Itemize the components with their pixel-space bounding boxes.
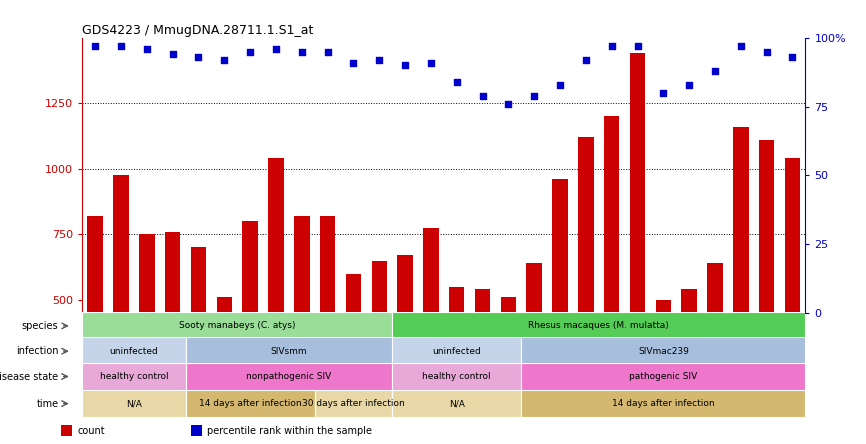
Bar	[630, 53, 645, 431]
Bar	[165, 232, 180, 431]
Point	[346, 59, 360, 66]
Point	[191, 53, 205, 60]
Bar	[82, 363, 185, 390]
Bar	[82, 390, 185, 417]
Bar	[397, 255, 413, 431]
Point	[604, 43, 618, 50]
Bar	[604, 116, 619, 431]
Bar	[314, 390, 392, 417]
Bar	[392, 390, 521, 417]
Bar	[185, 390, 314, 417]
Bar	[501, 297, 516, 431]
Point	[165, 51, 179, 58]
Bar	[113, 175, 129, 431]
Bar	[82, 337, 185, 365]
Point	[372, 56, 386, 63]
Bar	[82, 312, 392, 340]
Point	[579, 56, 593, 63]
Bar	[553, 179, 568, 431]
Point	[475, 92, 489, 99]
Text: disease state: disease state	[0, 372, 58, 381]
Text: Rhesus macaques (M. mulatta): Rhesus macaques (M. mulatta)	[528, 321, 669, 330]
Point	[114, 43, 128, 50]
Bar	[61, 425, 73, 436]
Bar	[449, 287, 464, 431]
Bar	[521, 390, 805, 417]
Bar	[392, 337, 521, 365]
Point	[88, 43, 102, 50]
Bar	[475, 289, 490, 431]
Bar	[527, 263, 542, 431]
Bar	[268, 159, 284, 431]
Point	[398, 62, 412, 69]
Text: species: species	[22, 321, 58, 331]
Point	[785, 53, 799, 60]
Bar	[521, 363, 805, 390]
Bar	[87, 216, 103, 431]
Bar	[656, 300, 671, 431]
Point	[630, 43, 644, 50]
Point	[424, 59, 438, 66]
Point	[140, 45, 154, 52]
Point	[294, 48, 308, 55]
Bar	[185, 363, 392, 390]
Bar	[423, 228, 439, 431]
Text: healthy control: healthy control	[423, 372, 491, 381]
Bar	[785, 159, 800, 431]
Point	[553, 81, 567, 88]
Bar	[759, 140, 774, 431]
Point	[449, 78, 463, 85]
Bar	[346, 274, 361, 431]
Point	[527, 92, 541, 99]
Bar	[682, 289, 697, 431]
Bar	[242, 221, 258, 431]
Text: 14 days after infection: 14 days after infection	[199, 399, 301, 408]
Point	[682, 81, 696, 88]
Text: SIVsmm: SIVsmm	[270, 347, 307, 356]
Bar	[708, 263, 723, 431]
Bar	[216, 297, 232, 431]
Point	[320, 48, 334, 55]
Text: healthy control: healthy control	[100, 372, 168, 381]
Bar	[320, 216, 335, 431]
Text: 14 days after infection: 14 days after infection	[612, 399, 714, 408]
Bar	[185, 337, 392, 365]
Text: uninfected: uninfected	[109, 347, 158, 356]
Text: nonpathogenic SIV: nonpathogenic SIV	[246, 372, 332, 381]
Point	[243, 48, 257, 55]
Bar	[372, 261, 387, 431]
Text: N/A: N/A	[126, 399, 142, 408]
Point	[759, 48, 773, 55]
Text: uninfected: uninfected	[432, 347, 481, 356]
Bar	[392, 363, 521, 390]
Bar	[191, 247, 206, 431]
Text: N/A: N/A	[449, 399, 465, 408]
Text: 30 days after infection: 30 days after infection	[302, 399, 404, 408]
Text: percentile rank within the sample: percentile rank within the sample	[207, 426, 372, 436]
Point	[269, 45, 283, 52]
Text: GDS4223 / MmugDNA.28711.1.S1_at: GDS4223 / MmugDNA.28711.1.S1_at	[82, 24, 313, 36]
Bar	[392, 312, 805, 340]
Text: time: time	[36, 399, 58, 408]
Point	[217, 56, 231, 63]
Point	[501, 100, 515, 107]
Text: Sooty manabeys (C. atys): Sooty manabeys (C. atys)	[179, 321, 295, 330]
Bar	[139, 234, 155, 431]
Text: infection: infection	[16, 346, 58, 356]
Point	[734, 43, 747, 50]
Point	[708, 67, 722, 74]
Bar	[733, 127, 748, 431]
Point	[656, 89, 670, 96]
Bar	[191, 425, 202, 436]
Bar	[578, 137, 593, 431]
Text: count: count	[78, 426, 105, 436]
Text: pathogenic SIV: pathogenic SIV	[630, 372, 697, 381]
Bar	[294, 216, 309, 431]
Bar	[521, 337, 805, 365]
Text: SIVmac239: SIVmac239	[638, 347, 688, 356]
